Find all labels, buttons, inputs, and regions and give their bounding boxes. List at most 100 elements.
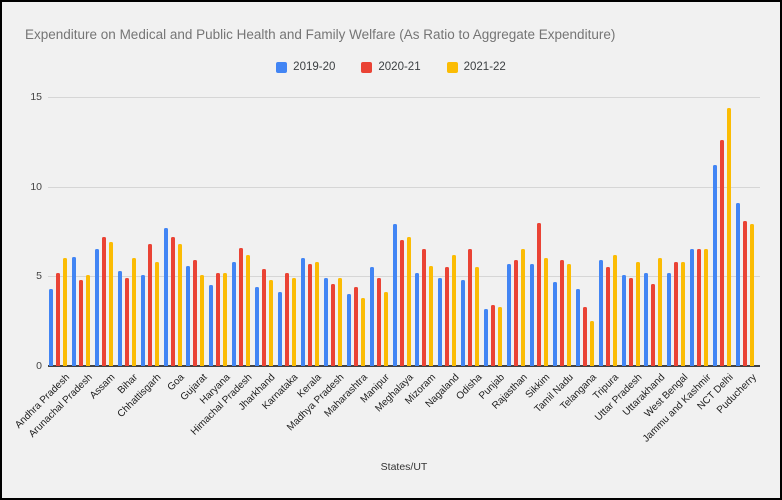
legend-swatch-icon	[361, 61, 373, 73]
bar-2021-22-Sikkim	[543, 258, 548, 366]
bar-2020-21-Punjab	[491, 305, 496, 366]
y-axis-tick-label: 10	[30, 180, 42, 193]
bar-2021-22-Maharashtra	[360, 297, 365, 366]
bar-2020-21-Maharashtra	[353, 287, 358, 366]
bar-2021-22-Jharkhand	[269, 279, 274, 366]
bar-2021-22-Chhattisgarh	[154, 262, 159, 366]
bar-2020-21-Karnataka	[285, 272, 289, 366]
bar-2020-21-Odisha	[468, 249, 473, 366]
legend-item-label: 2019-20	[293, 61, 336, 73]
bar-2020-21-Puducherry	[743, 220, 747, 366]
bar-2020-21-Uttarakhand	[651, 283, 656, 366]
bar-2019-20-Meghalaya	[392, 224, 397, 366]
bar-2021-22-Assam	[108, 242, 113, 366]
bar-2021-22-Mizoram	[429, 265, 434, 366]
bar-2020-21-Tamil Nadu	[559, 260, 564, 366]
bar-2021-22-Bihar	[131, 258, 136, 366]
bar-2019-20-Manipur	[369, 267, 374, 366]
bar-2021-22-Tripura	[612, 254, 617, 366]
bar-2019-20-Odisha	[461, 279, 466, 366]
y-axis-tick-label: 15	[30, 91, 42, 104]
bar-2019-20-Tripura	[598, 260, 603, 366]
bar-2019-20-Goa	[163, 227, 168, 366]
bar-2020-21-Meghalaya	[399, 240, 404, 366]
legend-item-2020-21: 2020-21	[361, 61, 421, 73]
bar-2019-20-Haryana	[209, 285, 214, 366]
bar-2021-22-Himachal Pradesh	[246, 254, 251, 366]
bar-2019-20-Sikkim	[529, 263, 534, 366]
bar-2019-20-Kerala	[300, 258, 305, 366]
bar-2019-20-Madhya Pradesh	[323, 278, 328, 366]
bar-2019-20-Assam	[94, 249, 99, 366]
bar-2021-22-Punjab	[498, 306, 503, 366]
x-axis-label-Assam: Assam	[88, 372, 118, 402]
bar-2021-22-Gujarat	[200, 274, 205, 366]
bar-2019-20-Jammu and Kashmir	[690, 249, 695, 366]
bar-2020-21-Haryana	[216, 272, 221, 366]
x-axis-baseline	[48, 365, 760, 367]
bar-2020-21-Andhra Pradesh	[56, 272, 60, 366]
bar-2019-20-Arunachal Pradesh	[71, 256, 76, 366]
bar-2019-20-Telangana	[575, 288, 580, 366]
bar-2020-21-Sikkim	[536, 222, 541, 366]
bar-2019-20-Andhra Pradesh	[49, 288, 53, 366]
bar-2020-21-Assam	[101, 236, 106, 366]
bar-2020-21-Madhya Pradesh	[330, 283, 335, 366]
bar-2020-21-Goa	[170, 236, 175, 366]
legend: 2019-20 2020-21 2021-22	[2, 61, 780, 73]
legend-swatch-icon	[276, 61, 288, 73]
bar-2020-21-Chhattisgarh	[147, 244, 152, 366]
bar-2019-20-Uttarakhand	[644, 272, 649, 366]
bar-2019-20-Bihar	[117, 270, 122, 366]
bar-2020-21-Tripura	[605, 267, 610, 366]
bar-2021-22-NCT Delhi	[727, 107, 732, 366]
bar-2020-21-West Bengal	[674, 262, 679, 366]
bar-2021-22-Tamil Nadu	[566, 263, 571, 366]
bar-2019-20-Punjab	[484, 308, 489, 366]
bar-2020-21-Jharkhand	[262, 269, 267, 366]
legend-item-2021-22: 2021-22	[446, 61, 506, 73]
bar-2021-22-Rajasthan	[521, 249, 525, 366]
bar-2020-21-Telangana	[582, 306, 587, 366]
bar-2019-20-NCT Delhi	[713, 165, 718, 366]
bar-2019-20-Rajasthan	[507, 263, 511, 366]
bar-2019-20-Chhattisgarh	[140, 274, 145, 366]
bar-2021-22-Uttarakhand	[658, 258, 663, 366]
bar-2021-22-Puducherry	[750, 224, 754, 366]
gridline	[48, 97, 760, 99]
bar-2021-22-Madhya Pradesh	[337, 278, 342, 366]
bar-2020-21-Arunachal Pradesh	[78, 279, 83, 366]
y-axis-tick-label: 0	[36, 360, 42, 372]
bar-2020-21-Rajasthan	[514, 260, 518, 366]
bar-2019-20-Himachal Pradesh	[232, 262, 237, 366]
bar-2021-22-Odisha	[475, 267, 480, 366]
bar-2021-22-Meghalaya	[406, 236, 411, 366]
legend-item-label: 2021-22	[463, 61, 506, 73]
bar-2019-20-Puducherry	[736, 202, 740, 366]
bar-2020-21-Himachal Pradesh	[239, 247, 244, 366]
x-axis-title: States/UT	[380, 461, 428, 473]
bar-2019-20-Maharashtra	[346, 294, 351, 366]
legend-swatch-icon	[446, 61, 458, 73]
bar-2020-21-Mizoram	[422, 249, 427, 366]
bar-2021-22-Nagaland	[452, 254, 457, 366]
bar-2021-22-Manipur	[383, 292, 388, 366]
bar-2019-20-West Bengal	[667, 272, 672, 366]
bar-2019-20-Mizoram	[415, 272, 420, 366]
bar-2021-22-West Bengal	[681, 262, 686, 366]
bar-2019-20-Jharkhand	[255, 287, 260, 366]
chart-title: Expenditure on Medical and Public Health…	[25, 27, 616, 42]
bar-2020-21-Manipur	[376, 278, 381, 366]
bar-2019-20-Tamil Nadu	[552, 281, 557, 366]
bar-2021-22-Jammu and Kashmir	[704, 249, 709, 366]
legend-item-2019-20: 2019-20	[276, 61, 335, 73]
bar-2020-21-Jammu and Kashmir	[697, 249, 702, 366]
bar-2021-22-Arunachal Pradesh	[85, 274, 90, 366]
bar-2020-21-NCT Delhi	[720, 140, 725, 366]
bar-2021-22-Telangana	[589, 321, 594, 366]
bar-2020-21-Gujarat	[193, 260, 198, 366]
bar-2019-20-Uttar Pradesh	[621, 274, 626, 366]
gridline	[48, 276, 760, 278]
